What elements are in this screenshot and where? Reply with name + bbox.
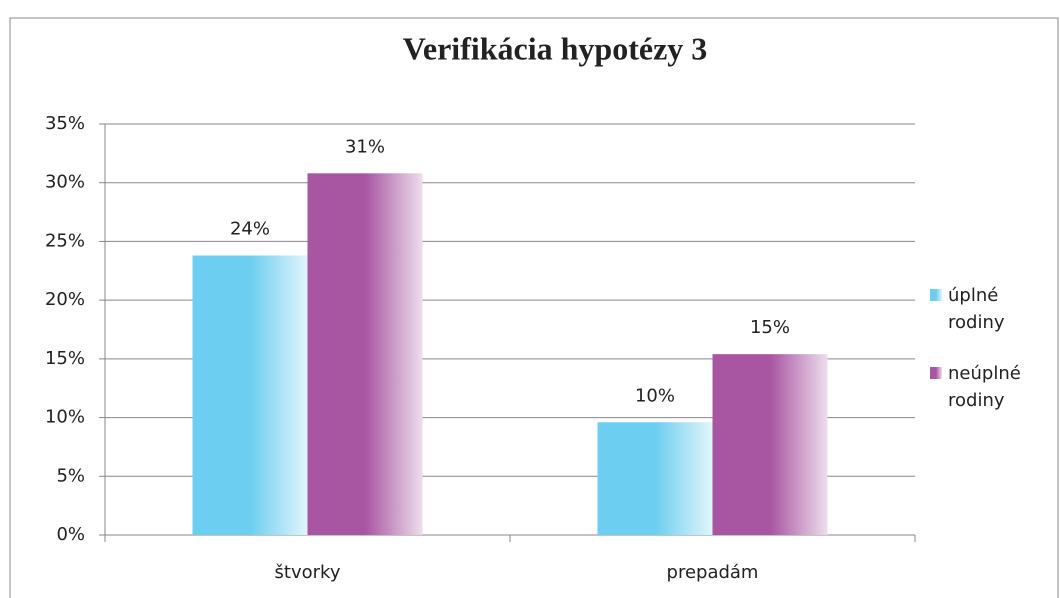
- legend-label: neúplné rodiny: [948, 363, 1021, 411]
- value-label: 10%: [635, 385, 675, 406]
- legend: úplné rodiny neúplné rodiny: [930, 284, 1050, 440]
- chart-title: Verifikácia hypotézy 3: [403, 30, 708, 66]
- y-tick-label: 25%: [45, 230, 85, 251]
- x-tick-label: prepadám: [667, 562, 759, 583]
- y-tick-label: 15%: [45, 348, 85, 369]
- value-label: 24%: [230, 219, 270, 240]
- chart-frame: [9, 17, 1059, 598]
- y-tick-label: 30%: [45, 172, 85, 193]
- x-tick-label: štvorky: [275, 562, 341, 583]
- bar: [192, 255, 308, 535]
- bar: [307, 173, 423, 535]
- legend-label: úplné rodiny: [948, 285, 1005, 333]
- value-label: 15%: [750, 317, 790, 338]
- legend-item: neúplné rodiny: [930, 362, 1050, 414]
- y-tick-label: 35%: [45, 113, 85, 134]
- y-tick-label: 10%: [45, 407, 85, 428]
- bar: [712, 354, 828, 535]
- y-tick-label: 5%: [56, 465, 85, 486]
- legend-swatch: [930, 289, 942, 301]
- value-label: 31%: [345, 136, 385, 157]
- legend-item: úplné rodiny: [930, 284, 1050, 336]
- y-tick-label: 20%: [45, 289, 85, 310]
- bar: [597, 422, 713, 535]
- legend-swatch: [930, 367, 942, 379]
- y-tick-label: 0%: [56, 524, 85, 545]
